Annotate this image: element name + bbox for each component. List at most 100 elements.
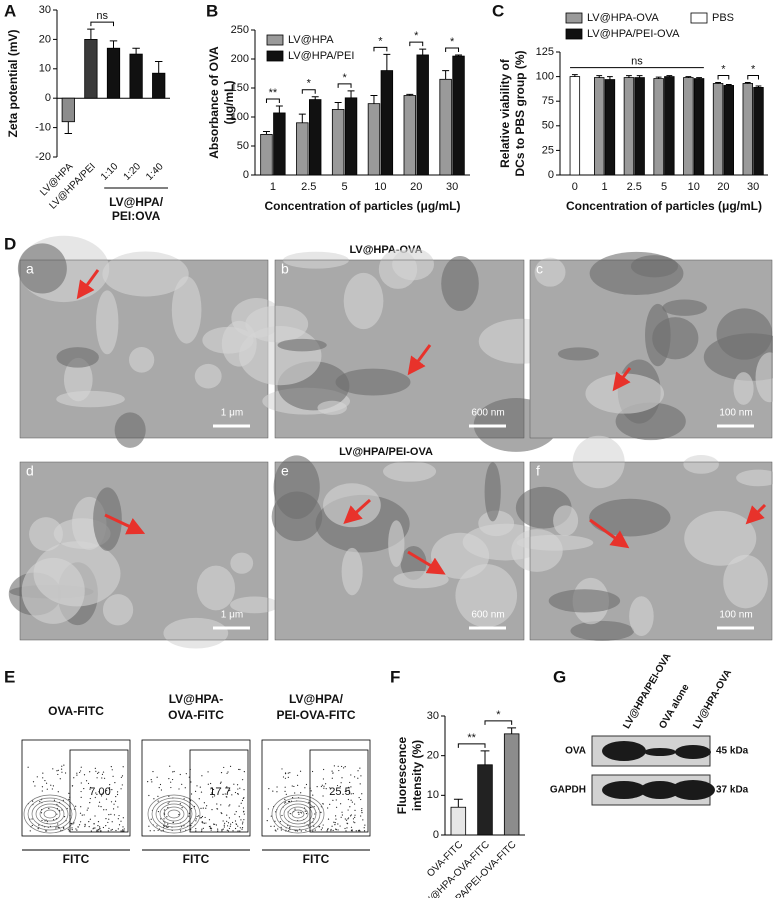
flow-event — [46, 788, 48, 790]
flow-event — [56, 813, 58, 815]
flow-event — [120, 820, 122, 822]
flow-event — [90, 786, 92, 789]
flow-event — [299, 770, 302, 772]
cell-structure — [755, 352, 773, 403]
flow-event — [237, 792, 239, 795]
error-bar — [154, 60, 163, 74]
flow-event — [210, 787, 212, 789]
bar — [308, 99, 322, 176]
cell-structure — [163, 617, 229, 649]
flow-event — [288, 830, 290, 832]
flow-event — [111, 788, 113, 791]
flow-event — [61, 809, 63, 811]
y-axis-label: Fluorescence intensity (%) — [395, 736, 424, 814]
flow-gate — [309, 749, 369, 833]
flow-event — [354, 816, 356, 818]
flow-event — [329, 787, 331, 789]
flow-event — [320, 785, 323, 788]
y-tick-label: 250 — [231, 24, 249, 36]
flow-event — [185, 773, 187, 775]
flow-event — [354, 822, 356, 824]
flow-event — [51, 788, 53, 790]
x-tick-label: 2.5 — [627, 181, 642, 193]
flow-event — [200, 791, 203, 793]
flow-event — [228, 817, 231, 819]
flow-event — [284, 777, 287, 779]
flow-event — [114, 800, 117, 802]
flow-event — [226, 820, 228, 822]
cell-structure — [129, 346, 155, 373]
flow-event — [267, 808, 269, 810]
x-tick-label: 0 — [572, 181, 578, 193]
flow-event — [198, 815, 200, 817]
flow-event — [39, 801, 41, 803]
flow-event — [98, 801, 101, 803]
flow-event — [241, 827, 244, 829]
flow-event — [320, 829, 322, 831]
flow-event — [322, 803, 324, 805]
flow-event — [107, 821, 109, 824]
cell-structure — [196, 565, 236, 611]
y-tick-label: -10 — [35, 122, 51, 134]
flow-event — [332, 772, 334, 774]
flow-event — [243, 813, 245, 815]
flow-event — [94, 796, 96, 799]
error-bar — [655, 76, 662, 79]
cell-structure — [548, 589, 621, 613]
error-bar — [109, 40, 118, 49]
flow-event — [361, 793, 363, 795]
flow-event — [273, 825, 275, 827]
flow-event — [361, 808, 363, 810]
flow-event — [345, 819, 348, 821]
flow-event — [341, 777, 343, 779]
flow-event — [113, 803, 115, 805]
group-label: PEI:OVA — [112, 209, 161, 223]
flow-event — [196, 785, 198, 787]
flow-event — [310, 806, 312, 808]
flow-event — [219, 782, 222, 784]
flow-event — [300, 792, 302, 794]
cell-structure — [317, 400, 347, 415]
y-tick-label: 50 — [542, 120, 554, 132]
flow-event — [163, 809, 166, 811]
flow-event — [57, 823, 59, 825]
y-tick-label: -20 — [35, 151, 51, 163]
bar — [152, 72, 166, 99]
flow-event — [89, 818, 91, 820]
flow-event — [361, 810, 363, 812]
flow-event — [226, 772, 228, 774]
flow-event — [284, 773, 287, 775]
y-tick-label: 10 — [39, 63, 51, 75]
flow-event — [364, 824, 366, 826]
flow-event — [156, 825, 158, 827]
red-arrow — [612, 367, 632, 392]
flow-event — [89, 788, 91, 790]
flow-event — [346, 822, 348, 824]
bar — [753, 87, 764, 176]
flow-event — [270, 825, 272, 828]
error-bar — [507, 727, 517, 734]
x-tick-label: 1 — [270, 181, 276, 193]
flow-event — [241, 799, 244, 802]
red-arrow — [407, 550, 446, 575]
flow-event — [116, 793, 119, 796]
flow-contour — [283, 803, 313, 825]
flow-event — [83, 787, 85, 790]
micrograph-border — [19, 461, 269, 641]
cell-structure — [585, 373, 665, 414]
flow-event — [80, 790, 82, 793]
flow-event — [63, 764, 65, 766]
flow-event — [191, 807, 193, 810]
flow-event — [120, 830, 122, 832]
flow-event — [83, 814, 85, 816]
flow-contour — [43, 809, 57, 819]
flow-event — [84, 825, 86, 828]
significance-bracket — [747, 75, 759, 80]
cell-structure — [21, 557, 85, 624]
bar — [344, 97, 358, 176]
error-bar — [636, 75, 643, 78]
flow-event — [312, 818, 314, 820]
flow-event — [206, 805, 208, 807]
flow-gate-value: 17.7 — [209, 786, 230, 798]
